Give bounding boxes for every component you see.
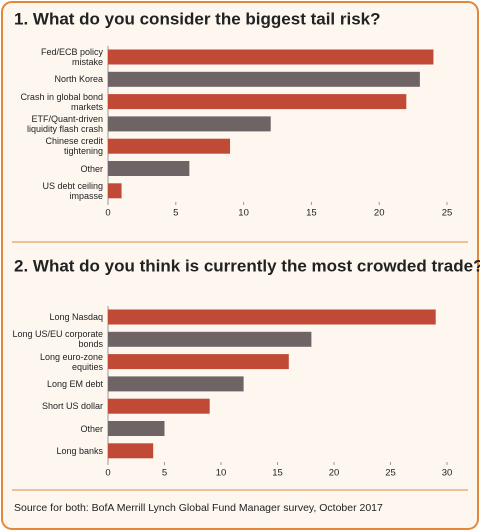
category-label: Fed/ECB policy mistake [40, 47, 103, 67]
category-label: Long Nasdaq [49, 312, 103, 322]
x-tick-label: 20 [329, 467, 340, 478]
category-label: Other [80, 423, 103, 434]
category-label: Long banks [56, 445, 103, 456]
category-label: Long Nasdaq [49, 312, 103, 322]
bar [108, 94, 407, 110]
category-label: Long banks [56, 445, 103, 456]
category-label: Long US/EU corporate bonds [12, 329, 103, 350]
x-tick-label: 5 [173, 207, 178, 218]
bar [108, 138, 231, 154]
category-label: Crash in global bond markets [20, 91, 103, 112]
category-label: ETF/Quant-driven liquidity flash crash [26, 113, 103, 134]
category-label: Short US dollar [41, 401, 103, 412]
x-tick-label: 15 [272, 467, 283, 478]
x-tick-label: 25 [442, 207, 453, 218]
category-label: US debt ceiling impasse [42, 180, 103, 201]
category-label: Short US dollar [41, 401, 103, 412]
category-label: Other [80, 163, 103, 174]
source: Source for both: BofA Merrill Lynch Glob… [14, 502, 383, 514]
bar [108, 161, 190, 176]
category-label: North Korea [54, 74, 103, 85]
category-label: US debt ceiling impasse [42, 180, 103, 201]
category-label: Long euro-zone equities [39, 351, 103, 372]
x-tick-label: 15 [306, 207, 317, 218]
bar [108, 183, 122, 199]
category-label: Fed/ECB policy mistake [40, 47, 103, 67]
x-tick-label: 30 [442, 467, 453, 478]
chart-title: 2. What do you think is currently the mo… [14, 256, 480, 275]
x-tick-label: 10 [216, 467, 227, 478]
x-tick-label: 25 [385, 467, 396, 478]
bar [108, 398, 210, 414]
chart-title: 1. What do you consider the biggest tail… [14, 9, 381, 28]
bar [108, 71, 420, 87]
category-label: Long EM debt [46, 378, 103, 389]
category-label: ETF/Quant-driven liquidity flash crash [26, 113, 103, 134]
bar [108, 354, 289, 370]
x-tick-label: 5 [162, 467, 167, 478]
bar [108, 116, 271, 132]
bar [108, 376, 244, 392]
category-label: Chinese credit tightening [45, 136, 103, 157]
category-label: Chinese credit tightening [45, 136, 103, 157]
x-tick-label: 10 [238, 207, 249, 218]
category-label: Other [80, 423, 103, 434]
bar [108, 331, 312, 347]
bar [108, 309, 436, 325]
category-label: Long US/EU corporate bonds [12, 329, 103, 350]
x-tick-label: 0 [105, 467, 110, 478]
category-label: Other [80, 163, 103, 174]
category-label: Long euro-zone equities [39, 351, 103, 372]
category-label: Long EM debt [46, 378, 103, 389]
bar [108, 443, 154, 459]
bar [108, 49, 434, 65]
category-label: North Korea [54, 74, 103, 85]
bar [108, 421, 165, 436]
x-tick-label: 0 [105, 207, 110, 218]
category-label: Crash in global bond markets [20, 91, 103, 112]
x-tick-label: 20 [374, 207, 385, 218]
